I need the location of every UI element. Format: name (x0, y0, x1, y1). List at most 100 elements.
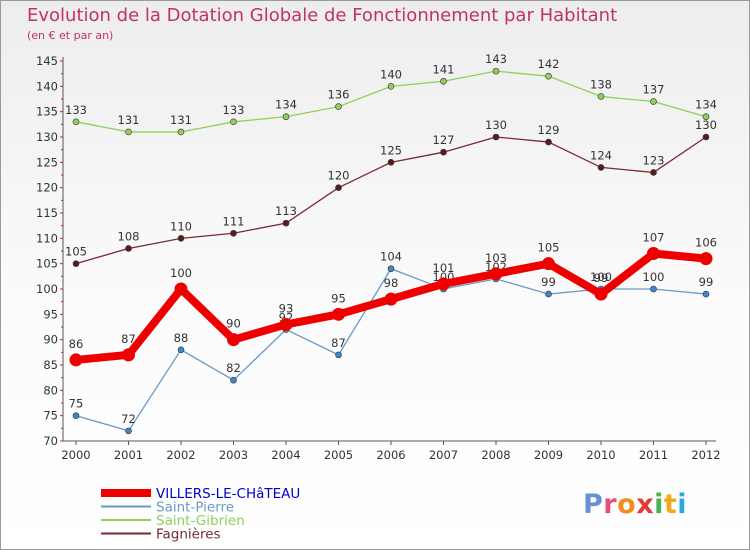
data-label-saint-pierre: 99 (699, 275, 714, 289)
x-tick-label: 2011 (639, 448, 668, 462)
data-label-saint-pierre: 75 (69, 397, 84, 411)
data-point-saint-pierre (702, 290, 710, 298)
data-label-villers-le-ch-teau: 100 (170, 266, 192, 280)
data-point-saint-pierre (177, 346, 185, 354)
data-label-saint-gibrien: 136 (328, 88, 350, 102)
data-label-villers-le-ch-teau: 103 (485, 251, 507, 265)
y-tick-label: 130 (36, 130, 58, 144)
y-tick-label: 75 (43, 409, 58, 423)
data-label-fagni-res: 124 (590, 148, 612, 162)
data-point-fagni-res (597, 164, 605, 171)
data-label-fagni-res: 129 (538, 123, 560, 137)
data-label-fagni-res: 127 (433, 133, 455, 147)
data-label-saint-pierre: 72 (121, 412, 136, 426)
data-label-fagni-res: 130 (485, 118, 507, 132)
x-tick-label: 2009 (534, 448, 563, 462)
x-tick-label: 2006 (376, 448, 405, 462)
y-tick-label: 140 (36, 79, 58, 93)
data-label-saint-pierre: 82 (226, 361, 241, 375)
data-point-saint-gibrien (230, 118, 237, 126)
data-point-saint-pierre (545, 290, 552, 298)
data-label-fagni-res: 108 (118, 229, 140, 243)
data-label-fagni-res: 110 (170, 219, 192, 233)
data-label-villers-le-ch-teau: 87 (121, 332, 136, 346)
legend-label-villers-le-ch-teau: VILLERS-LE-CHâTEAU (156, 486, 300, 502)
data-point-fagni-res (492, 133, 500, 141)
chart-title: Evolution de la Dotation Globale de Fonc… (27, 5, 618, 26)
data-point-saint-gibrien (492, 67, 500, 75)
data-label-saint-gibrien: 133 (65, 103, 87, 117)
data-label-villers-le-ch-teau: 99 (594, 271, 609, 285)
data-point-fagni-res (440, 148, 447, 156)
data-point-fagni-res (387, 159, 395, 166)
x-tick-label: 2008 (481, 448, 510, 462)
data-point-fagni-res (177, 235, 185, 242)
data-point-fagni-res (650, 169, 657, 176)
data-label-saint-pierre: 87 (331, 336, 346, 350)
legend-label-fagni-res: Fagnières (156, 527, 221, 543)
data-point-saint-pierre (230, 376, 237, 384)
x-tick-label: 2012 (691, 448, 720, 462)
data-point-saint-pierre (335, 351, 342, 359)
data-point-villers-le-ch-teau (542, 257, 555, 271)
data-point-saint-gibrien (440, 77, 447, 85)
data-point-villers-le-ch-teau (279, 317, 293, 331)
y-tick-label: 90 (43, 333, 58, 347)
data-point-villers-le-ch-teau (489, 267, 503, 281)
data-point-villers-le-ch-teau (699, 252, 713, 266)
data-point-saint-gibrien (282, 113, 290, 121)
data-label-fagni-res: 125 (380, 143, 402, 157)
data-label-saint-gibrien: 131 (118, 113, 140, 127)
data-point-villers-le-ch-teau (594, 287, 608, 301)
data-label-fagni-res: 111 (223, 214, 245, 228)
data-point-saint-gibrien (387, 83, 395, 90)
x-tick-label: 2010 (586, 448, 615, 462)
data-point-saint-gibrien (125, 128, 132, 136)
data-point-fagni-res (702, 133, 710, 141)
data-label-saint-pierre: 100 (590, 270, 612, 284)
data-label-villers-le-ch-teau: 90 (226, 317, 241, 331)
data-label-fagni-res: 105 (65, 245, 87, 259)
y-tick-label: 110 (36, 231, 58, 245)
legend-label-saint-pierre: Saint-Pierre (156, 500, 234, 516)
x-tick-label: 2002 (166, 448, 195, 462)
y-tick-label: 120 (36, 181, 58, 195)
data-label-saint-gibrien: 142 (538, 57, 560, 71)
data-label-villers-le-ch-teau: 98 (384, 276, 399, 290)
data-point-villers-le-ch-teau (174, 282, 188, 296)
y-tick-label: 85 (43, 358, 58, 372)
x-tick-label: 2003 (219, 448, 248, 462)
data-point-fagni-res (282, 219, 290, 227)
data-label-villers-le-ch-teau: 107 (643, 231, 665, 245)
data-point-saint-pierre (72, 412, 80, 419)
data-point-saint-gibrien (702, 113, 710, 121)
data-label-fagni-res: 113 (275, 204, 297, 218)
data-label-saint-gibrien: 134 (695, 98, 717, 112)
x-tick-label: 2000 (61, 448, 90, 462)
data-point-villers-le-ch-teau (69, 353, 83, 367)
data-label-saint-gibrien: 133 (223, 103, 245, 117)
y-tick-label: 125 (36, 155, 58, 169)
proxiti-logo: Proxiti (583, 489, 687, 520)
data-label-villers-le-ch-teau: 105 (538, 241, 560, 255)
logo-letter: t (663, 489, 678, 520)
data-label-saint-gibrien: 143 (485, 52, 507, 66)
data-label-saint-gibrien: 140 (380, 67, 402, 81)
data-label-villers-le-ch-teau: 101 (433, 261, 455, 275)
data-point-saint-gibrien (72, 118, 80, 126)
chart-subtitle: (en € et par an) (27, 29, 114, 42)
logo-letter: i (654, 489, 664, 520)
data-label-fagni-res: 120 (328, 169, 350, 183)
logo-letter: r (603, 489, 618, 520)
data-point-saint-pierre (125, 427, 132, 435)
data-point-villers-le-ch-teau (384, 292, 398, 306)
legend-label-saint-gibrien: Saint-Gibrien (156, 513, 245, 529)
data-label-villers-le-ch-teau: 93 (279, 301, 294, 315)
data-label-saint-pierre: 99 (541, 275, 556, 289)
y-tick-label: 95 (43, 307, 58, 321)
data-label-saint-pierre: 104 (380, 250, 402, 264)
x-tick-label: 2001 (114, 448, 143, 462)
data-label-fagni-res: 123 (643, 153, 665, 167)
logo-letter: i (677, 489, 688, 520)
